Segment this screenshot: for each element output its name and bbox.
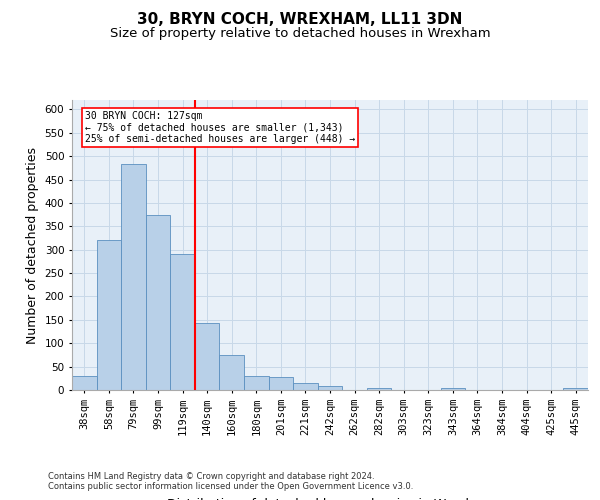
Bar [195,323,220,390]
Text: Contains public sector information licensed under the Open Government Licence v3: Contains public sector information licen… [48,482,413,491]
Bar [318,386,342,390]
Bar [269,377,293,390]
X-axis label: Distribution of detached houses by size in Wrexham: Distribution of detached houses by size … [167,498,493,500]
Bar [146,215,170,390]
Bar [563,388,588,390]
Bar [367,388,391,390]
Bar [97,240,121,390]
Y-axis label: Number of detached properties: Number of detached properties [26,146,39,344]
Bar [220,355,244,390]
Bar [244,376,269,390]
Text: 30, BRYN COCH, WREXHAM, LL11 3DN: 30, BRYN COCH, WREXHAM, LL11 3DN [137,12,463,28]
Bar [170,254,195,390]
Bar [72,376,97,390]
Bar [121,164,146,390]
Text: Size of property relative to detached houses in Wrexham: Size of property relative to detached ho… [110,28,490,40]
Text: 30 BRYN COCH: 127sqm
← 75% of detached houses are smaller (1,343)
25% of semi-de: 30 BRYN COCH: 127sqm ← 75% of detached h… [85,111,355,144]
Bar [293,383,318,390]
Text: Contains HM Land Registry data © Crown copyright and database right 2024.: Contains HM Land Registry data © Crown c… [48,472,374,481]
Bar [440,388,465,390]
